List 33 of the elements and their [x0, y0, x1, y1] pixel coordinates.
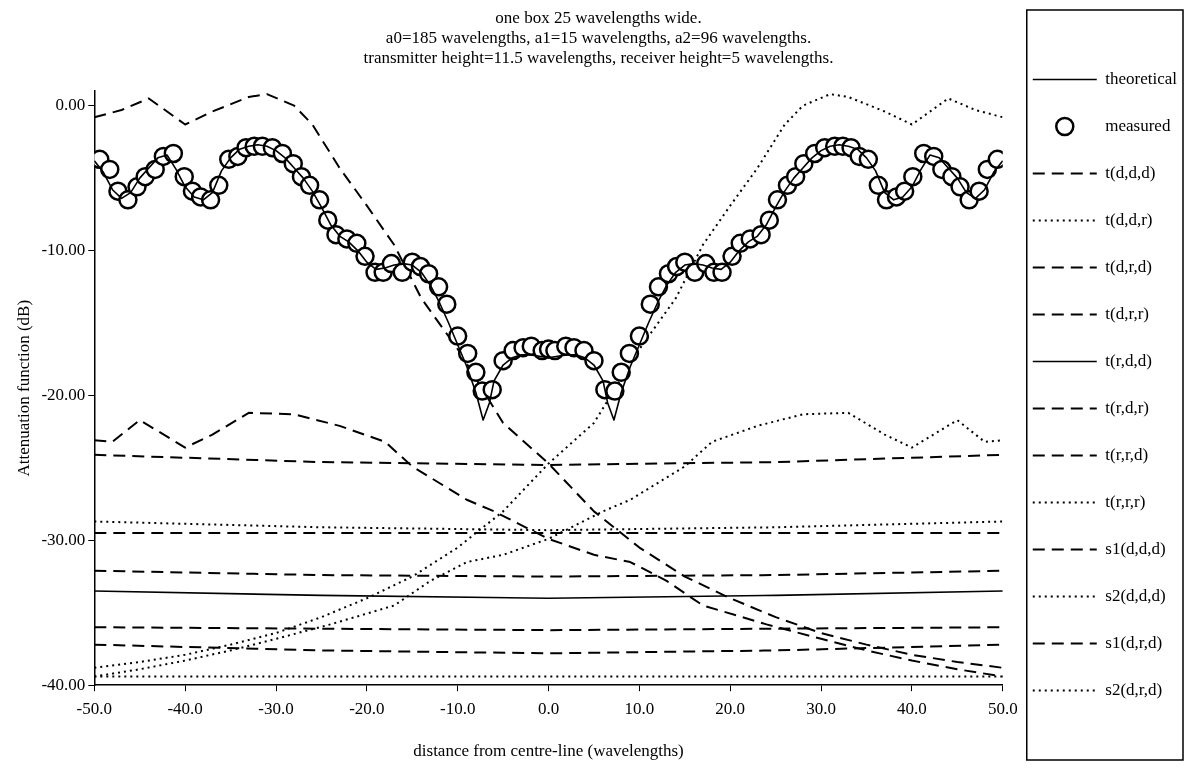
- x-tick-label: 20.0: [715, 698, 746, 718]
- legend-label: t(d,r,d): [1105, 256, 1152, 276]
- y-tick-label: -30.00: [41, 529, 86, 549]
- y-tick-label: 0.00: [55, 95, 86, 115]
- x-tick-label: 10.0: [624, 698, 655, 718]
- x-tick-label: 0.0: [537, 698, 560, 718]
- chart-title: one box 25 wavelengths wide. a0=185 wavelengths, a1=15 wavelengths, a2=96 wavelengths. transmitter height=11.5 wavelengths, receiver height=5 wavelengths.: [363, 7, 834, 68]
- x-tick-label: 40.0: [897, 698, 927, 718]
- legend-label: s1(d,r,d): [1105, 632, 1163, 652]
- legend-label: t(r,d,r): [1105, 397, 1149, 417]
- legend-label: theoretical: [1105, 68, 1178, 88]
- x-tick-label: -10.0: [439, 698, 476, 718]
- x-tick-label: -30.0: [258, 698, 294, 718]
- y-tick-label: -20.00: [41, 384, 86, 404]
- legend-label: s2(d,d,d): [1105, 585, 1166, 605]
- legend-label: t(d,d,d): [1105, 162, 1156, 182]
- y-tick-label: -40.00: [41, 674, 86, 694]
- x-tick-label: -20.0: [349, 698, 385, 718]
- legend-label: t(d,d,r): [1105, 209, 1153, 229]
- legend-label: t(r,r,r): [1105, 491, 1146, 511]
- x-tick-label: -50.0: [76, 698, 113, 718]
- legend-label: t(r,r,d): [1105, 444, 1149, 464]
- x-tick-label: -40.0: [167, 698, 203, 718]
- x-tick-label: 30.0: [806, 698, 836, 718]
- legend-label: s1(d,d,d): [1105, 538, 1166, 558]
- legend-label: t(r,d,d): [1105, 350, 1152, 370]
- y-tick-label: -10.00: [41, 240, 86, 260]
- legend-label: measured: [1105, 115, 1171, 135]
- x-axis-title: distance from centre-line (wavelengths): [413, 741, 684, 761]
- x-tick-label: 50.0: [987, 698, 1018, 718]
- legend-label: s2(d,r,d): [1105, 679, 1163, 699]
- legend-label: t(d,r,r): [1105, 303, 1149, 323]
- y-axis-title: Attenuation function (dB): [13, 299, 33, 477]
